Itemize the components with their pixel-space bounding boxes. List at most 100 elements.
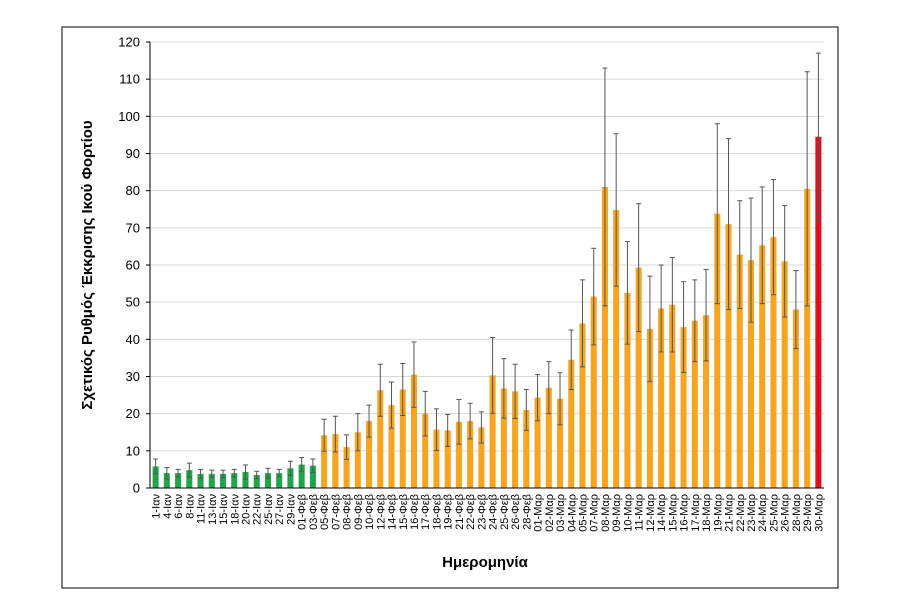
bar <box>759 245 766 488</box>
x-tick-label: 11-Μαρ <box>634 494 646 531</box>
x-tick-label: 22-Φεβ <box>465 494 477 530</box>
error-bar <box>265 467 271 479</box>
x-tick-label: 14-Φεβ <box>387 494 399 530</box>
x-tick-label: 09-Μαρ <box>611 494 623 532</box>
error-bar <box>602 67 608 307</box>
x-tick-label: 4-Ιαν <box>162 494 174 519</box>
x-tick-label: 21-Μαρ <box>724 494 736 532</box>
x-tick-label: 22-Ιαν <box>252 494 264 525</box>
bar <box>287 468 294 488</box>
error-bar <box>321 418 327 452</box>
error-bar <box>242 464 248 480</box>
bar <box>770 237 777 488</box>
error-bar <box>568 329 574 391</box>
error-bar <box>377 363 383 417</box>
bar <box>163 473 170 488</box>
bar <box>523 409 530 488</box>
bar <box>399 389 406 488</box>
x-tick-label: 30-Μαρ <box>813 494 825 532</box>
bar <box>377 390 384 488</box>
x-tick-label: 11-Ιαν <box>196 494 208 524</box>
bar <box>422 413 429 488</box>
bar <box>208 473 215 488</box>
error-bar <box>692 279 698 363</box>
error-bar <box>389 381 395 429</box>
bar <box>691 320 698 488</box>
x-tick-label: 19-Φεβ <box>443 494 455 530</box>
x-tick-label: 17-Μαρ <box>690 494 702 532</box>
bar <box>792 309 799 488</box>
error-bar <box>782 205 788 318</box>
bar <box>815 136 822 488</box>
error-bar <box>636 203 642 333</box>
x-tick-label: 02-Μαρ <box>544 494 556 532</box>
x-axis-title: Ημερομηνία <box>442 554 528 571</box>
y-tick-label: 10 <box>126 443 140 458</box>
error-bar <box>254 470 260 480</box>
bar <box>747 260 755 488</box>
error-bar <box>198 468 204 479</box>
x-tick-label: 29-Μαρ <box>802 494 814 532</box>
x-tick-label: 05-Φεβ <box>319 494 331 530</box>
error-bar <box>737 200 743 309</box>
bar <box>433 429 440 488</box>
x-tick-label: 16-Φεβ <box>409 494 421 530</box>
error-bar <box>793 270 799 350</box>
x-tick-label: 19-Μαρ <box>712 494 724 532</box>
x-tick-label: 10-Μαρ <box>622 494 634 532</box>
bar <box>624 292 631 488</box>
bar <box>601 186 608 488</box>
y-tick-label: 60 <box>126 258 140 273</box>
bar <box>455 421 462 488</box>
error-bar <box>669 257 675 353</box>
y-tick-label: 110 <box>119 72 140 87</box>
error-bar <box>299 457 305 473</box>
bar <box>590 296 597 488</box>
bar <box>545 387 552 488</box>
error-bar <box>478 411 484 444</box>
error-bar <box>512 363 518 419</box>
bar <box>321 435 328 488</box>
error-bar <box>310 458 316 473</box>
bar <box>231 473 238 488</box>
error-bar <box>613 133 619 287</box>
bar <box>175 473 182 488</box>
bar <box>736 254 743 488</box>
bar <box>219 473 227 488</box>
bar <box>467 421 474 488</box>
x-tick-label: 13-Ιαν <box>207 494 219 525</box>
x-tick-label: 25-Μαρ <box>768 494 780 532</box>
bar <box>478 427 485 488</box>
x-tick-label: 08-Μαρ <box>600 494 612 532</box>
bar <box>388 405 395 488</box>
x-tick-label: 12-Φεβ <box>375 494 387 530</box>
error-bar <box>658 264 664 353</box>
x-tick-label: 12-Μαρ <box>645 494 657 532</box>
y-tick-label: 100 <box>118 109 140 124</box>
error-bar <box>433 408 439 451</box>
x-tick-label: 16-Μαρ <box>679 494 691 532</box>
error-bar <box>276 468 282 478</box>
x-tick-label: 26-Μαρ <box>780 494 792 532</box>
x-tick-label: 18-Ιαν <box>229 494 241 525</box>
x-tick-label: 23-Μαρ <box>746 494 758 532</box>
x-tick-label: 29-Ιαν <box>285 494 297 525</box>
bar <box>613 209 620 488</box>
bar <box>264 473 271 488</box>
error-bar <box>411 341 417 408</box>
bar <box>366 421 373 488</box>
error-bar <box>175 468 181 478</box>
x-tick-label: 05-Μαρ <box>577 494 589 532</box>
bar <box>725 224 732 488</box>
bar <box>658 308 665 488</box>
error-bar <box>467 402 473 440</box>
error-bar <box>681 281 687 373</box>
error-bar <box>815 52 821 221</box>
bar <box>354 432 361 488</box>
bar <box>343 447 350 488</box>
error-bar <box>647 275 653 383</box>
bar <box>804 188 811 488</box>
x-tick-label: 27-Ιαν <box>274 494 286 525</box>
x-tick-label: 10-Φεβ <box>364 494 376 530</box>
bar <box>534 397 541 488</box>
